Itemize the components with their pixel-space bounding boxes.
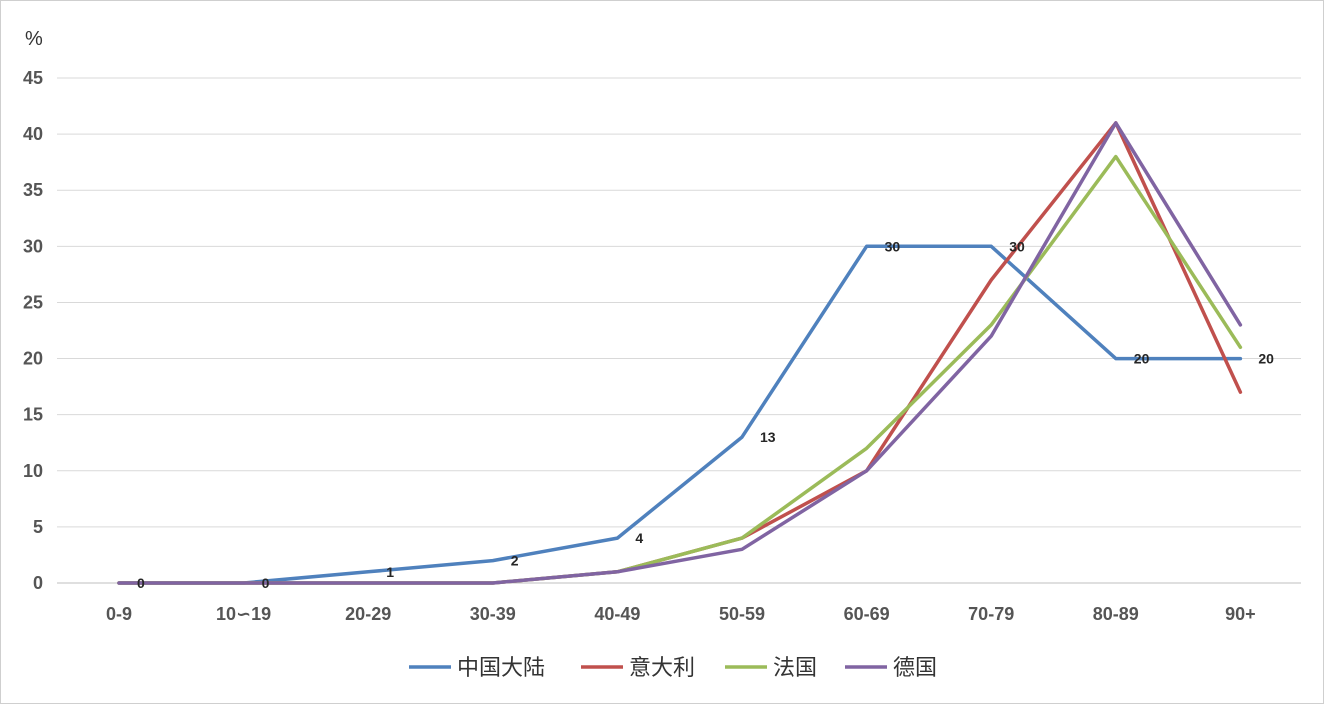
x-tick-label: 70-79 [968,604,1014,624]
x-tick-label: 80-89 [1093,604,1139,624]
series-lines [117,121,1243,585]
y-unit-label: % [25,28,43,50]
data-labels: 0 0 1 2 4 13 30 30 20 20 [137,238,1274,591]
data-label: 1 [386,564,394,580]
y-tick-label: 40 [23,124,43,144]
series-line [117,121,1243,585]
series-line [117,121,1243,585]
data-label: 30 [1009,238,1025,254]
x-tick-label: 30-39 [470,604,516,624]
x-tick-label: 10∽19 [216,604,271,624]
x-tick-label: 40-49 [594,604,640,624]
legend-entry: 法国 [773,655,817,680]
series-line [117,154,1243,585]
y-tick-label: 30 [23,236,43,256]
data-label: 0 [137,575,145,591]
y-axis: % 0 5 10 15 20 25 30 35 40 45 [23,28,43,593]
y-tick-label: 45 [23,68,43,88]
y-tick-label: 10 [23,461,43,481]
x-tick-label: 0-9 [106,604,132,624]
y-tick-label: 25 [23,292,43,312]
legend-entry: 中国大陆 [457,655,545,680]
legend: 中国大陆 意大利 法国 德国 [409,655,937,680]
y-tick-label: 5 [33,517,43,537]
x-tick-label: 50-59 [719,604,765,624]
data-label: 0 [262,575,270,591]
x-tick-label: 90+ [1225,604,1256,624]
data-label: 4 [635,530,643,546]
series-line [117,244,1243,585]
x-tick-label: 60-69 [844,604,890,624]
y-tick-label: 15 [23,405,43,425]
data-label: 13 [760,429,776,445]
y-tick-label: 20 [23,349,43,369]
y-tick-label: 35 [23,180,43,200]
data-label: 2 [511,553,519,569]
legend-entry: 意大利 [629,655,695,680]
data-label: 20 [1258,351,1274,367]
data-label: 30 [885,238,901,254]
legend-entry: 德国 [893,655,937,680]
gridlines [57,77,1301,584]
x-axis: 0-9 10∽19 20-29 30-39 40-49 50-59 60-69 70-79 80… [106,604,1256,624]
data-label: 20 [1134,351,1150,367]
x-tick-label: 20-29 [345,604,391,624]
y-tick-label: 0 [33,573,43,593]
